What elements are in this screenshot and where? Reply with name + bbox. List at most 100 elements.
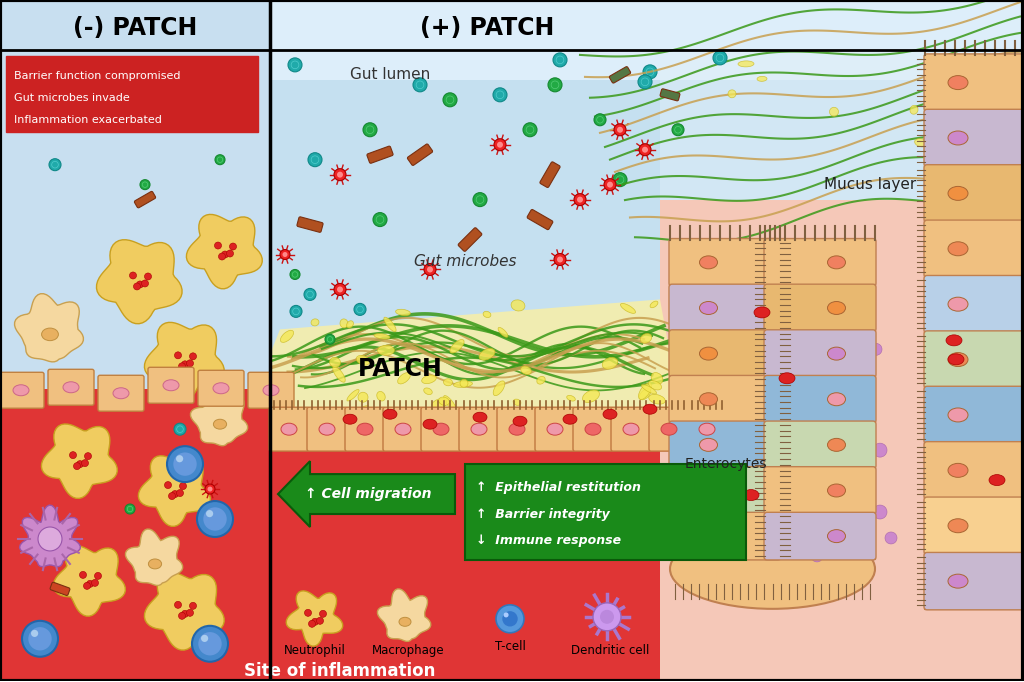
Ellipse shape — [643, 404, 657, 414]
Circle shape — [304, 609, 311, 617]
FancyBboxPatch shape — [924, 552, 1024, 610]
Ellipse shape — [343, 408, 353, 419]
Circle shape — [337, 172, 343, 177]
Ellipse shape — [699, 484, 718, 497]
Circle shape — [174, 602, 181, 608]
Ellipse shape — [537, 376, 545, 384]
Ellipse shape — [639, 389, 651, 400]
FancyBboxPatch shape — [924, 331, 1024, 388]
Text: T-cell: T-cell — [495, 640, 525, 653]
FancyBboxPatch shape — [0, 372, 44, 409]
Ellipse shape — [639, 383, 651, 400]
Ellipse shape — [827, 301, 846, 314]
Circle shape — [141, 280, 148, 287]
Circle shape — [672, 123, 684, 136]
Ellipse shape — [946, 335, 962, 346]
Ellipse shape — [397, 372, 411, 384]
Ellipse shape — [13, 385, 29, 396]
Text: ↓  Immune response: ↓ Immune response — [476, 535, 622, 548]
Circle shape — [85, 453, 91, 460]
Ellipse shape — [699, 424, 715, 435]
Circle shape — [319, 610, 327, 617]
Ellipse shape — [281, 424, 297, 435]
Circle shape — [638, 75, 652, 89]
FancyBboxPatch shape — [924, 164, 1024, 222]
Circle shape — [362, 123, 377, 136]
Polygon shape — [0, 389, 270, 681]
Circle shape — [577, 196, 583, 203]
Ellipse shape — [585, 424, 601, 435]
Circle shape — [503, 611, 518, 627]
Circle shape — [308, 153, 322, 166]
Circle shape — [181, 361, 188, 368]
Circle shape — [22, 621, 58, 657]
Ellipse shape — [357, 424, 373, 435]
Ellipse shape — [547, 424, 563, 435]
Circle shape — [497, 142, 503, 148]
Ellipse shape — [948, 519, 968, 533]
Ellipse shape — [395, 424, 411, 435]
Circle shape — [473, 192, 487, 207]
Ellipse shape — [330, 357, 340, 368]
Circle shape — [201, 635, 208, 642]
Ellipse shape — [779, 373, 795, 384]
FancyBboxPatch shape — [924, 220, 1024, 278]
FancyBboxPatch shape — [98, 375, 144, 411]
Circle shape — [169, 492, 175, 499]
Polygon shape — [41, 424, 118, 499]
Polygon shape — [270, 0, 1024, 80]
Text: Mucus layer: Mucus layer — [824, 177, 916, 192]
Circle shape — [594, 114, 606, 125]
Ellipse shape — [441, 417, 455, 434]
Ellipse shape — [754, 307, 770, 318]
Circle shape — [316, 617, 324, 624]
Circle shape — [86, 580, 93, 587]
Text: Gut microbes invade: Gut microbes invade — [14, 93, 130, 103]
FancyBboxPatch shape — [540, 162, 560, 188]
Circle shape — [557, 256, 563, 263]
Text: Dendritic cell: Dendritic cell — [570, 644, 649, 657]
Circle shape — [186, 609, 194, 617]
Ellipse shape — [384, 317, 396, 331]
FancyBboxPatch shape — [297, 217, 323, 233]
Ellipse shape — [699, 301, 718, 314]
Ellipse shape — [699, 393, 718, 406]
Circle shape — [523, 123, 537, 136]
Circle shape — [283, 252, 288, 257]
Ellipse shape — [353, 406, 369, 417]
FancyBboxPatch shape — [458, 228, 482, 252]
Ellipse shape — [648, 381, 662, 390]
Polygon shape — [270, 419, 660, 681]
Ellipse shape — [513, 416, 527, 426]
Polygon shape — [670, 239, 780, 559]
Ellipse shape — [509, 424, 525, 435]
Circle shape — [133, 283, 140, 290]
FancyBboxPatch shape — [535, 407, 575, 451]
Circle shape — [308, 621, 315, 627]
Ellipse shape — [424, 388, 432, 395]
FancyBboxPatch shape — [307, 407, 347, 451]
Circle shape — [885, 532, 897, 544]
Circle shape — [845, 293, 859, 308]
Ellipse shape — [948, 186, 968, 201]
Ellipse shape — [273, 404, 283, 412]
Circle shape — [604, 179, 616, 191]
FancyBboxPatch shape — [924, 497, 1024, 554]
Ellipse shape — [552, 407, 569, 415]
Circle shape — [280, 250, 290, 260]
Circle shape — [189, 353, 197, 360]
Text: ↑  Epithelial restitution: ↑ Epithelial restitution — [476, 481, 641, 494]
Ellipse shape — [374, 333, 390, 339]
Circle shape — [427, 267, 433, 273]
Ellipse shape — [346, 321, 353, 328]
Polygon shape — [186, 214, 262, 288]
Circle shape — [173, 452, 197, 476]
Ellipse shape — [377, 391, 385, 401]
Ellipse shape — [827, 256, 846, 269]
Circle shape — [77, 460, 84, 468]
Circle shape — [229, 243, 237, 250]
Circle shape — [38, 527, 62, 551]
FancyBboxPatch shape — [764, 330, 876, 377]
FancyBboxPatch shape — [669, 284, 781, 332]
Circle shape — [639, 144, 651, 155]
